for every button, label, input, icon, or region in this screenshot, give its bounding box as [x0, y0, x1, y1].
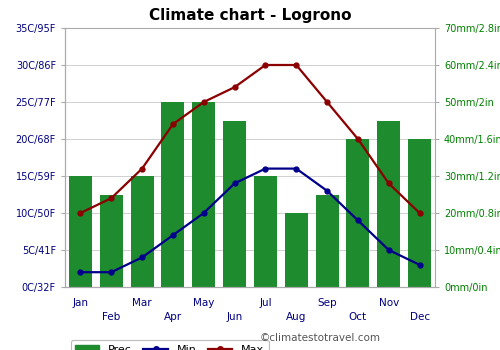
Bar	[316, 195, 338, 287]
Text: Aug: Aug	[286, 312, 306, 322]
Text: Oct: Oct	[349, 312, 367, 322]
Title: Climate chart - Logrono: Climate chart - Logrono	[149, 8, 351, 23]
Text: Feb: Feb	[102, 312, 120, 322]
Legend: Prec, Min, Max: Prec, Min, Max	[70, 340, 268, 350]
Text: Jun: Jun	[226, 312, 242, 322]
Text: Jan: Jan	[72, 298, 88, 308]
Bar	[100, 195, 123, 287]
Bar	[69, 176, 92, 287]
Bar	[346, 139, 370, 287]
Bar	[408, 139, 431, 287]
Text: Mar: Mar	[132, 298, 152, 308]
Text: Apr: Apr	[164, 312, 182, 322]
Text: Nov: Nov	[378, 298, 399, 308]
Bar	[162, 102, 184, 287]
Text: May: May	[193, 298, 214, 308]
Bar	[130, 176, 154, 287]
Bar	[377, 120, 400, 287]
Bar	[284, 213, 308, 287]
Bar	[254, 176, 277, 287]
Text: Dec: Dec	[410, 312, 430, 322]
Bar	[223, 120, 246, 287]
Bar	[192, 102, 216, 287]
Text: Sep: Sep	[318, 298, 337, 308]
Text: ©climatestotravel.com: ©climatestotravel.com	[260, 333, 381, 343]
Text: Jul: Jul	[259, 298, 272, 308]
